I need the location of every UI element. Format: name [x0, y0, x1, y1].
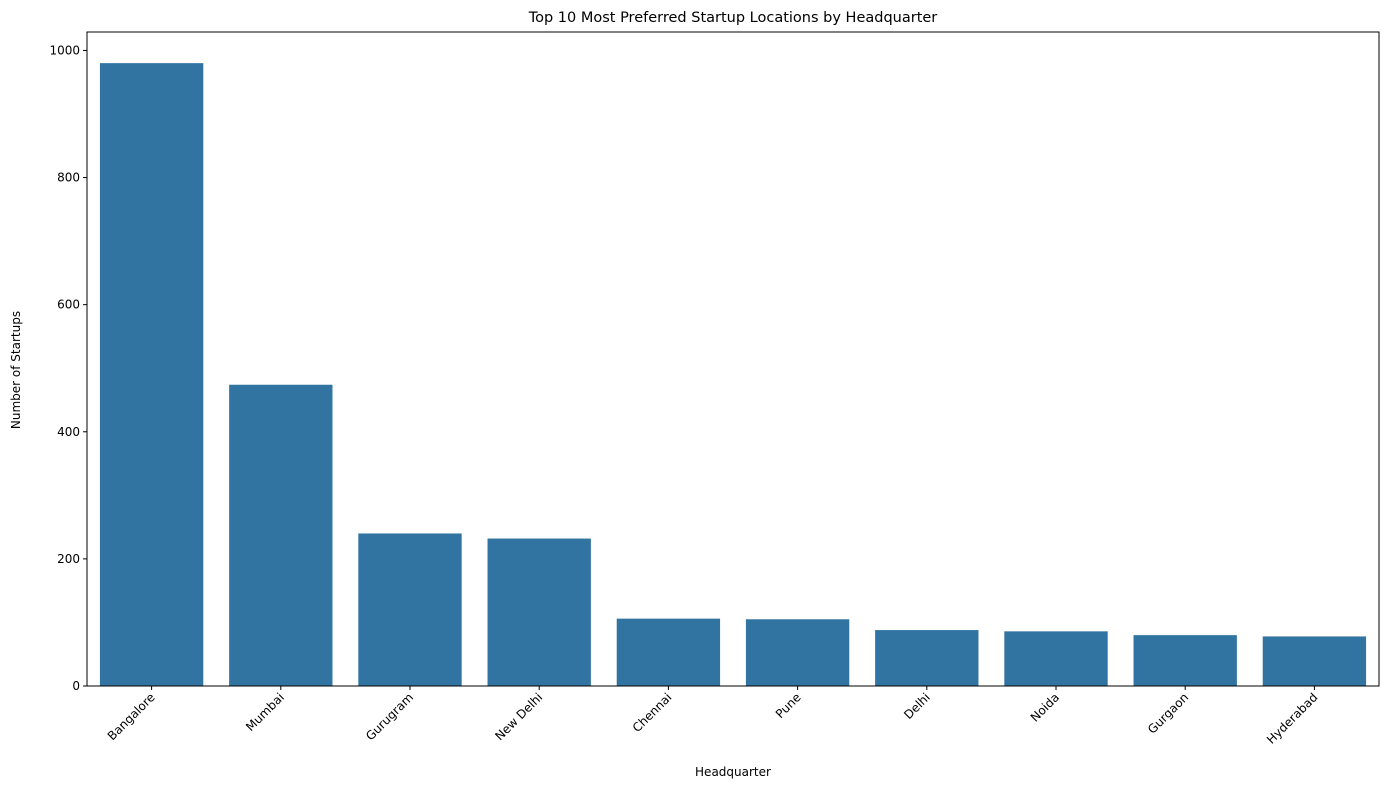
bar-gurgaon: [1133, 635, 1237, 686]
axes-frame: [86, 31, 1380, 687]
x-axis-label: Headquarter: [695, 765, 771, 779]
bar-chennai: [616, 618, 721, 686]
y-tick-label: 200: [57, 552, 80, 566]
bar-pune: [745, 619, 850, 686]
chart-title: Top 10 Most Preferred Startup Locations …: [528, 10, 938, 26]
bar-hyderabad: [1262, 636, 1367, 686]
y-tick-label: 0: [72, 679, 80, 693]
bar-gurugram: [358, 533, 462, 686]
y-tick-label: 400: [57, 425, 80, 439]
y-tick-label: 600: [57, 298, 80, 312]
bar-delhi: [875, 630, 979, 686]
y-axis-label: Number of Startups: [9, 311, 23, 429]
bar-noida: [1004, 631, 1108, 686]
bar-bangalore: [99, 63, 204, 686]
y-tick-label: 1000: [49, 43, 80, 57]
y-tick-label: 800: [57, 171, 80, 185]
bar-new-delhi: [487, 538, 591, 686]
bar-mumbai: [229, 384, 333, 686]
